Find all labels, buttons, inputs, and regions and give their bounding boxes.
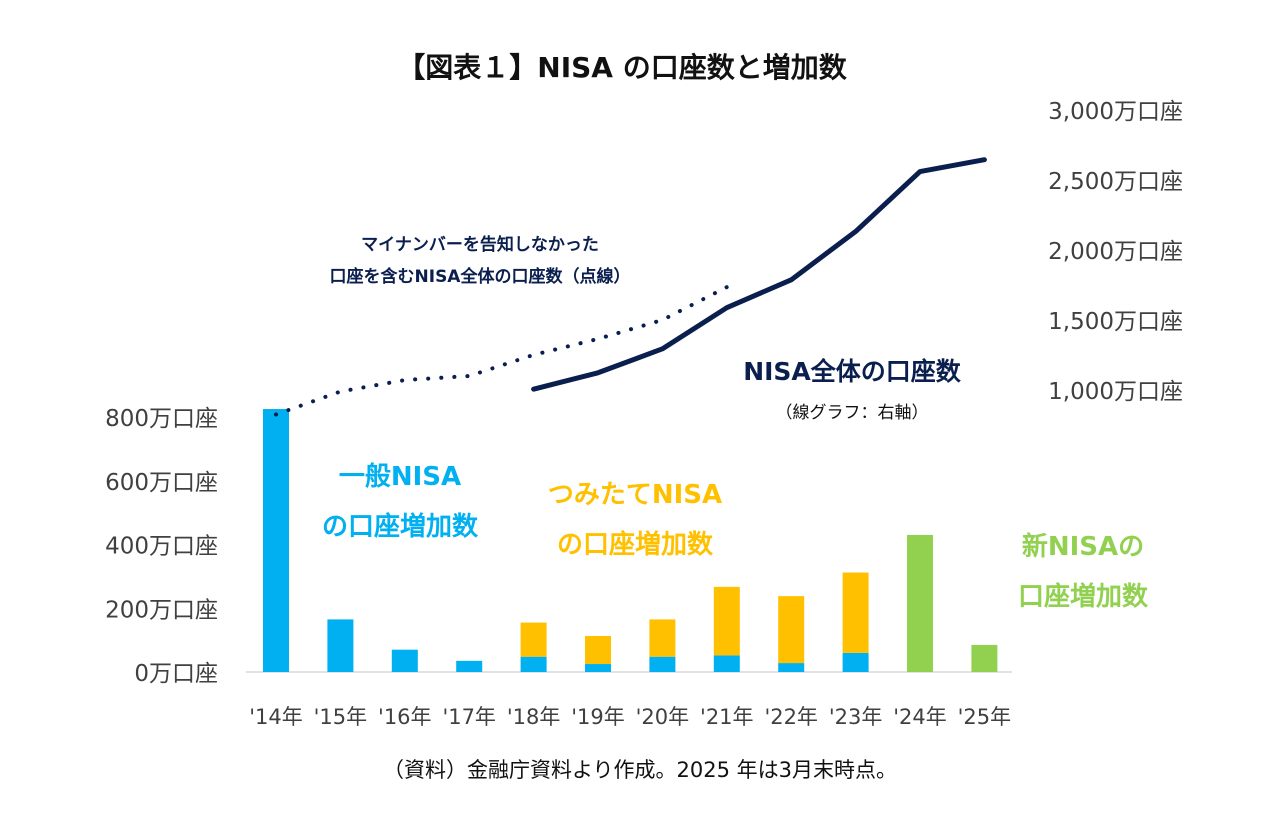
general-nisa-bar xyxy=(391,649,418,672)
x-axis: '14年 '15年 '16年 '17年 '18年 '19年 '20年 '21年 '22年 '23年… xyxy=(249,705,1011,729)
tsumitate-nisa-bar xyxy=(713,586,740,656)
right-tick-label: 2,500万口座 xyxy=(1048,169,1183,195)
left-axis: 0万口座 200万口座 400万口座 600万口座 800万口座 xyxy=(105,406,218,687)
general-label-1: 一般NISA xyxy=(339,462,461,492)
left-tick-label: 600万口座 xyxy=(105,470,218,496)
bar-series xyxy=(263,409,998,672)
x-tick-label: '19年 xyxy=(571,705,625,729)
right-axis: 1,000万口座 1,500万口座 2,000万口座 2,500万口座 3,000万口座 xyxy=(1048,99,1183,405)
source-note: （資料）金融庁資料より作成。2025 年は3月末時点。 xyxy=(383,758,897,782)
chart-title: 【図表１】NISA の口座数と増加数 xyxy=(397,51,847,84)
general-nisa-bar xyxy=(649,656,676,672)
line-label: NISA全体の口座数 xyxy=(743,357,962,386)
general-nisa-bar xyxy=(456,660,483,672)
general-nisa-bar xyxy=(842,652,869,672)
x-tick-label: '20年 xyxy=(636,705,690,729)
new-nisa-bar xyxy=(907,534,933,672)
x-tick-label: '23年 xyxy=(829,705,883,729)
right-tick-label: 1,000万口座 xyxy=(1048,379,1183,405)
new-nisa-bar xyxy=(971,644,998,672)
x-tick-label: '21年 xyxy=(700,705,754,729)
x-tick-label: '22年 xyxy=(764,705,818,729)
dotted-line-label-2: 口座を含むNISA全体の口座数（点線） xyxy=(330,266,631,287)
general-label-2: の口座増加数 xyxy=(322,511,479,542)
tsumitate-nisa-bar xyxy=(520,622,547,657)
general-nisa-bar xyxy=(520,656,547,672)
x-tick-label: '14年 xyxy=(249,705,303,729)
line-series xyxy=(274,157,987,417)
right-tick-label: 3,000万口座 xyxy=(1048,99,1183,125)
tsumitate-nisa-bar xyxy=(778,596,805,664)
total-accounts-line xyxy=(531,157,987,392)
tsumitate-label-2: の口座増加数 xyxy=(557,529,714,560)
general-nisa-bar xyxy=(713,655,740,672)
general-nisa-bar xyxy=(263,409,289,672)
new-nisa-label-2: 口座増加数 xyxy=(1018,581,1149,612)
x-tick-label: '24年 xyxy=(893,705,947,729)
tsumitate-nisa-bar xyxy=(649,619,676,657)
general-nisa-bar xyxy=(585,664,611,672)
line-sublabel: （線グラフ：右軸） xyxy=(776,403,929,423)
dotted-total-accounts-line xyxy=(274,285,729,417)
x-tick-label: '17年 xyxy=(442,705,496,729)
new-nisa-label-1: 新NISAの xyxy=(1022,531,1144,562)
right-tick-label: 2,000万口座 xyxy=(1048,239,1183,265)
general-nisa-bar xyxy=(778,663,805,672)
x-tick-label: '16年 xyxy=(378,705,432,729)
tsumitate-label-1: つみたてNISA xyxy=(548,480,722,510)
left-tick-label: 0万口座 xyxy=(134,661,218,687)
general-nisa-bar xyxy=(327,619,354,672)
left-tick-label: 200万口座 xyxy=(105,597,218,623)
left-tick-label: 800万口座 xyxy=(105,406,218,432)
right-tick-label: 1,500万口座 xyxy=(1048,309,1183,335)
left-tick-label: 400万口座 xyxy=(105,534,218,560)
tsumitate-nisa-bar xyxy=(585,635,611,665)
x-tick-label: '18年 xyxy=(507,705,561,729)
x-tick-label: '25年 xyxy=(958,705,1012,729)
x-tick-label: '15年 xyxy=(314,705,368,729)
tsumitate-nisa-bar xyxy=(842,572,869,653)
dotted-line-label-1: マイナンバーを告知しなかった xyxy=(361,234,599,255)
